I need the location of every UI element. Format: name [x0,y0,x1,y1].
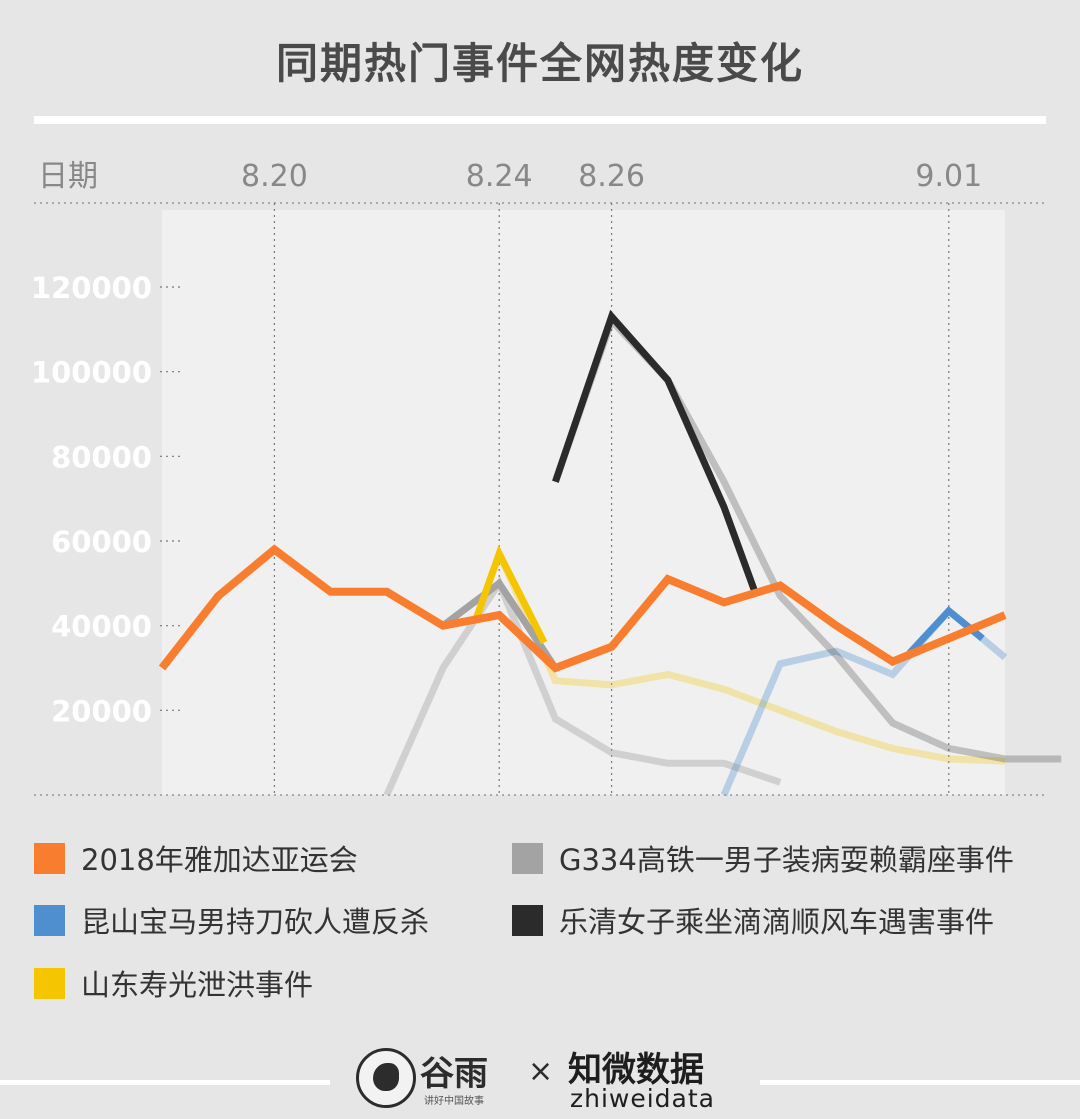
y-tick-label: 60000 [51,525,152,559]
series-line-asian-games [158,544,1007,673]
footer-divider-left [0,1080,330,1085]
guyu-logo-icon [356,1048,416,1108]
brand-guyu: 谷雨 [420,1054,488,1094]
x-axis-label: 日期 [38,159,98,194]
brand-guyu-slogan: 讲好中国故事 [424,1096,484,1107]
legend-item: 乐清女子乘坐滴滴顺风车遇害事件 [512,900,994,940]
legend-label: 昆山宝马男持刀砍人遭反杀 [81,905,430,939]
legend-label: 山东寿光泄洪事件 [81,968,314,1002]
y-tick-label: 120000 [31,271,152,305]
footer-divider-right [760,1080,1080,1085]
legend-item: 昆山宝马男持刀砍人遭反杀 [34,900,429,940]
legend-swatch [34,967,65,999]
legend-label: G334高铁一男子装病耍赖霸座事件 [559,843,1014,877]
legend-item: 山东寿光泄洪事件 [34,963,313,1003]
footer: 谷雨 讲好中国故事 × 知微数据 zhiweidata [0,1040,1080,1119]
x-tick-label: 8.20 [241,159,308,194]
brand-zhiwei-latin: zhiweidata [570,1084,715,1113]
legend-label: 乐清女子乘坐滴滴顺风车遇害事件 [559,905,995,939]
x-tick-label: 9.01 [915,159,982,194]
brand-zhiwei: 知微数据 [568,1050,704,1090]
line-chart: 日期 8.20 8.24 8.26 9.01 20000 40000 60000 80000 10… [31,159,1062,797]
series-line-shouguang [473,544,548,645]
x-tick-label: 8.24 [466,159,533,194]
y-tick-label: 20000 [51,694,152,728]
page-title: 同期热门事件全网热度变化 [275,39,804,88]
series-line-yueqing [552,309,759,593]
series-line-shouguang-faded [495,552,1006,765]
y-tick-label: 40000 [51,610,152,644]
series-line-g334 [440,578,559,670]
legend-label: 2018年雅加达亚运会 [81,843,358,877]
plot-area [162,210,1005,795]
legend-swatch [34,842,65,874]
x-tick-label: 8.26 [578,159,645,194]
legend-swatch [512,842,543,874]
legend-item: G334高铁一男子装病耍赖霸座事件 [512,838,1014,878]
y-tick-label: 100000 [31,356,152,390]
bird-icon [373,1063,399,1091]
legend-item: 2018年雅加达亚运会 [34,838,358,878]
title-divider [34,116,1046,124]
legend-swatch [512,904,543,936]
y-tick-label: 80000 [51,440,152,474]
brand-separator: × [528,1054,554,1089]
series-line-g334-faded [383,575,782,797]
legend-swatch [34,904,65,936]
